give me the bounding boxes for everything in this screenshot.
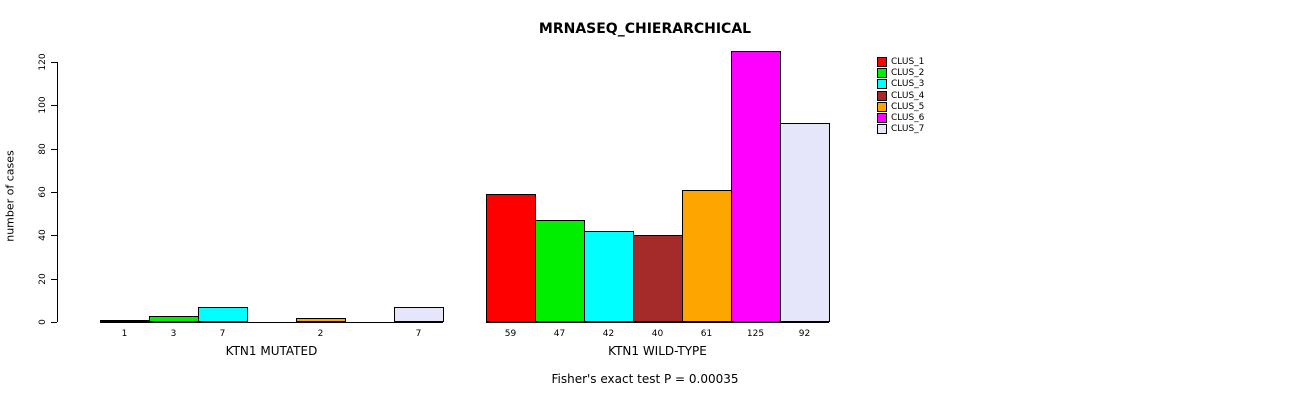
legend-label: CLUS_2 bbox=[891, 67, 925, 78]
y-axis-tick bbox=[51, 192, 57, 193]
bar-clus_1 bbox=[100, 319, 150, 322]
bar-clus_4 bbox=[633, 235, 683, 322]
bar-value-label: 40 bbox=[651, 329, 664, 339]
bar-clus_6 bbox=[731, 51, 781, 322]
legend-swatch bbox=[877, 101, 887, 112]
legend-label: CLUS_4 bbox=[891, 90, 925, 101]
bar-value-label: 125 bbox=[746, 329, 765, 339]
y-axis-tick bbox=[51, 322, 57, 323]
bar-value-label: 47 bbox=[553, 329, 566, 339]
legend-item: CLUS_5 bbox=[877, 101, 924, 112]
legend-label: CLUS_6 bbox=[891, 113, 925, 124]
y-axis-tick bbox=[51, 62, 57, 63]
legend-item: CLUS_4 bbox=[877, 90, 924, 101]
bar-value-label: 59 bbox=[504, 329, 517, 339]
legend-swatch bbox=[877, 67, 887, 78]
chart-title: MRNASEQ_CHIERARCHICAL bbox=[538, 21, 752, 37]
legend-swatch bbox=[877, 56, 887, 67]
y-axis-tick-label: 60 bbox=[38, 186, 48, 198]
y-axis-tick bbox=[51, 235, 57, 237]
y-axis-tick-label: 100 bbox=[38, 96, 48, 114]
legend-label: CLUS_3 bbox=[891, 79, 925, 90]
legend-item: CLUS_1 bbox=[877, 56, 924, 67]
legend-swatch bbox=[877, 124, 887, 135]
legend-item: CLUS_6 bbox=[877, 112, 925, 124]
bar-value-label: 61 bbox=[700, 329, 713, 339]
y-axis-tick bbox=[51, 278, 57, 280]
bar-clus_2 bbox=[149, 315, 199, 322]
legend-item: CLUS_3 bbox=[877, 79, 924, 90]
legend-swatch bbox=[877, 90, 887, 101]
legend-label: CLUS_7 bbox=[891, 124, 925, 135]
footnote-pvalue: Fisher's exact test P = 0.00035 bbox=[551, 372, 739, 386]
bar-value-label: 3 bbox=[170, 329, 177, 339]
y-axis-label: number of cases bbox=[3, 150, 17, 242]
bar-clus_5 bbox=[296, 317, 346, 322]
bar-clus_5 bbox=[682, 189, 732, 322]
legend-swatch bbox=[877, 113, 887, 124]
bar-value-label: 2 bbox=[317, 329, 324, 339]
bar-clus_7 bbox=[780, 122, 830, 322]
bar-value-label: 92 bbox=[798, 329, 811, 339]
y-axis-tick bbox=[51, 105, 57, 107]
legend-label: CLUS_5 bbox=[891, 101, 925, 112]
y-axis-tick-label: 120 bbox=[38, 53, 48, 71]
bar-clus_3 bbox=[198, 306, 248, 322]
legend: CLUS_1 CLUS_2 CLUS_3 CLUS_4 CLUS_5 CLUS_6 CLUS… bbox=[877, 56, 924, 135]
y-axis-tick-label: 40 bbox=[38, 229, 48, 242]
legend-item: CLUS_2 bbox=[877, 67, 924, 78]
legend-label: CLUS_1 bbox=[891, 56, 925, 67]
bar-value-label: 7 bbox=[219, 329, 226, 339]
bar-clus_3 bbox=[584, 231, 634, 322]
bar-value-label: 7 bbox=[415, 329, 422, 339]
legend-swatch bbox=[877, 79, 887, 90]
y-axis-tick bbox=[51, 148, 57, 150]
group-label: KTN1 MUTATED bbox=[225, 344, 318, 358]
group-label: KTN1 WILD-TYPE bbox=[608, 344, 707, 358]
bar-clus_2 bbox=[535, 220, 585, 322]
y-axis-tick-label: 80 bbox=[38, 142, 48, 155]
bar-value-label: 42 bbox=[602, 329, 615, 339]
bar-clus_1 bbox=[486, 194, 536, 322]
y-axis-tick-label: 0 bbox=[38, 319, 48, 325]
y-axis-tick-label: 20 bbox=[38, 272, 48, 285]
bar-clus_7 bbox=[394, 306, 444, 322]
legend-item: CLUS_7 bbox=[877, 124, 924, 135]
x-axis-line bbox=[486, 322, 829, 323]
bar-value-label: 1 bbox=[121, 329, 128, 339]
y-axis-line bbox=[57, 62, 58, 322]
x-axis-line bbox=[100, 322, 443, 323]
